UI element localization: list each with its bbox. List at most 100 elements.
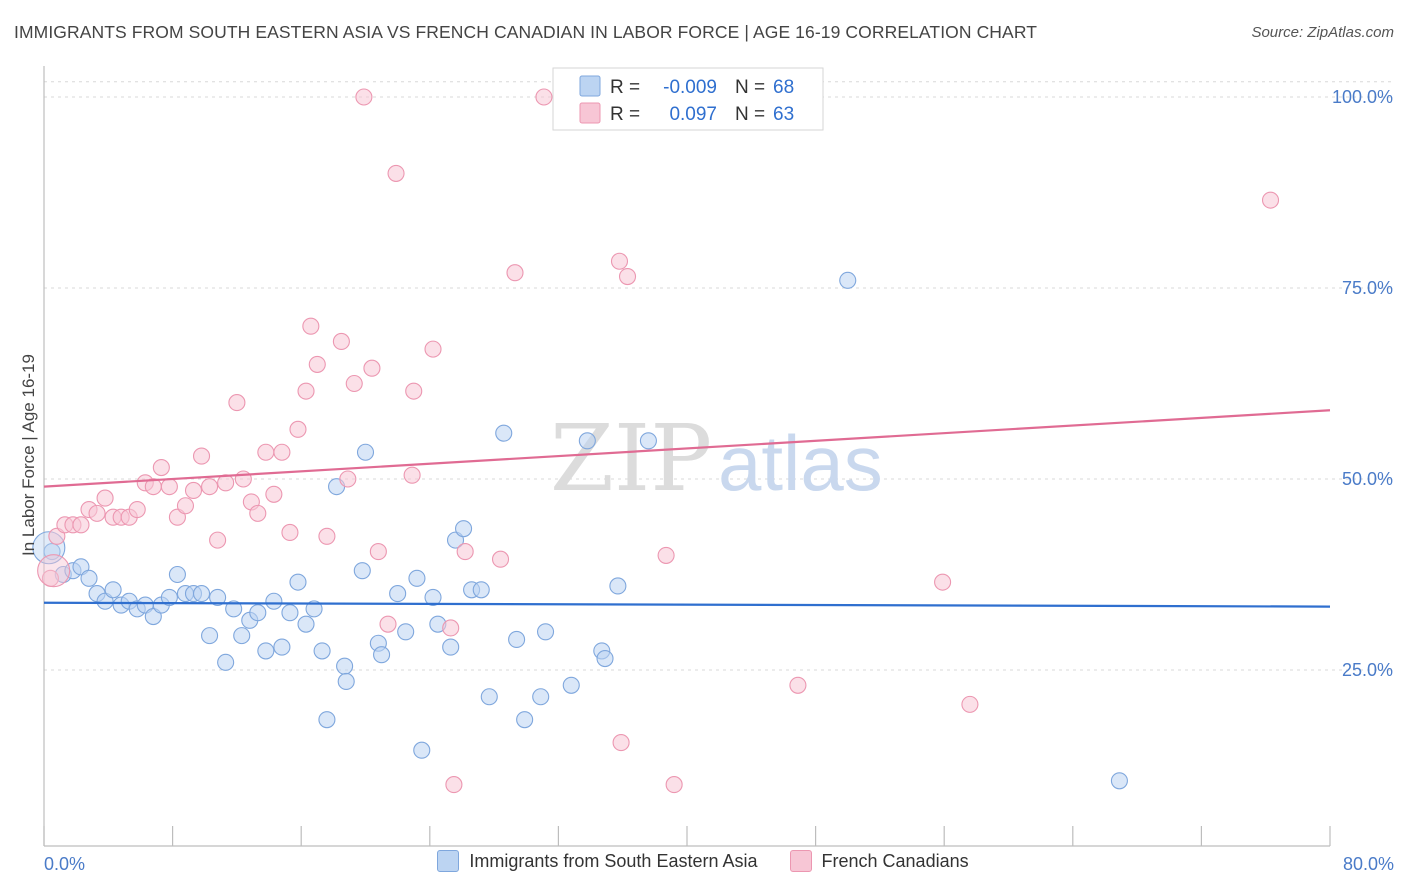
blue-point-30 [289, 573, 307, 591]
pink-point-11 [128, 501, 146, 519]
y-tick-label-25: 25.0% [1342, 660, 1393, 680]
blue-point-33 [313, 642, 331, 660]
stats-legend-pink-r-label: R = [610, 104, 640, 125]
legend-item-blue[interactable]: Immigrants from South Eastern Asia [437, 850, 758, 872]
x-tick-label-right: 80.0% [1343, 854, 1394, 874]
pink-point-50 [491, 550, 510, 568]
pink-point-6 [88, 504, 106, 522]
blue-point-44 [408, 569, 426, 587]
pink-point-38 [345, 374, 363, 393]
blue-point-50 [455, 520, 473, 538]
blue-point-37 [337, 672, 355, 691]
pink-point-18 [184, 481, 203, 500]
blue-point-53 [480, 688, 498, 706]
y-axis-title: In Labor Force | Age 16-19 [19, 354, 38, 556]
watermark-atlas: atlas [718, 419, 883, 507]
pink-point-4 [72, 516, 90, 534]
blue-point-20 [209, 588, 227, 606]
pink-point-7 [96, 489, 114, 507]
blue-point-58 [536, 623, 555, 641]
blue-point-34 [318, 711, 336, 729]
pink-point-56 [657, 546, 675, 564]
watermark-zip: ZIP [550, 405, 712, 512]
pink-point-42 [379, 615, 397, 633]
legend-swatch-pink [789, 850, 812, 872]
blue-point-62 [596, 649, 614, 668]
pink-point-40 [363, 359, 381, 377]
pink-point-49 [456, 543, 474, 561]
blue-point-29 [281, 604, 299, 622]
pink-point-58 [789, 676, 807, 694]
pink-point-26 [249, 504, 267, 522]
stats-legend-pink-n-value: 63 [773, 104, 794, 125]
pink-point-29 [273, 443, 291, 461]
pink-point-62 [37, 554, 71, 588]
pink-point-59 [934, 573, 952, 591]
blue-point-64 [639, 432, 657, 450]
x-tick-label-left: 0.0% [44, 854, 85, 874]
y-tick-label-75: 75.0% [1342, 278, 1393, 298]
blue-point-21 [217, 653, 235, 671]
pink-point-20 [201, 478, 219, 496]
pink-point-57 [665, 776, 683, 794]
blue-point-26 [257, 642, 275, 660]
pink-point-55 [612, 734, 630, 752]
trend-layer [43, 409, 1331, 608]
blue-point-63 [609, 577, 627, 595]
blue-point-14 [160, 588, 178, 606]
blue-point-60 [578, 432, 596, 450]
pink-point-48 [445, 776, 463, 794]
blue-point-27 [265, 592, 283, 610]
stats-legend-blue-swatch [579, 75, 601, 97]
pink-point-51 [506, 264, 524, 282]
pink-point-30 [281, 523, 299, 542]
blue-point-19 [201, 627, 219, 645]
pink-point-61 [1261, 191, 1280, 209]
pink-point-21 [209, 531, 227, 549]
blue-point-22 [225, 600, 243, 618]
pink-trend-line [43, 409, 1331, 488]
blue-point-31 [297, 615, 315, 633]
blue-point-41 [373, 646, 391, 664]
pink-point-31 [289, 420, 307, 438]
blue-point-38 [353, 562, 371, 580]
pink-point-15 [160, 478, 178, 496]
grid-layer: 25.0% 50.0% 75.0% 100.0% [44, 81, 1393, 680]
blue-point-15 [168, 565, 186, 584]
chart-title: IMMIGRANTS FROM SOUTH EASTERN ASIA VS FR… [14, 22, 1038, 42]
pink-point-32 [297, 382, 315, 400]
blue-point-57 [532, 688, 550, 706]
y-tick-label-100: 100.0% [1332, 87, 1393, 107]
stats-legend-blue-n-value: 68 [773, 77, 794, 98]
pink-point-23 [228, 394, 246, 412]
blue-point-4 [80, 569, 98, 587]
blue-trend-line [43, 601, 1331, 608]
blue-point-52 [472, 581, 490, 599]
blue-point-42 [389, 585, 407, 603]
legend-swatch-blue [437, 850, 460, 872]
blue-point-46 [424, 588, 442, 606]
stats-legend-blue-n-label: N = [735, 77, 765, 98]
stats-legend-pink-r-value: 0.097 [669, 104, 717, 125]
stats-legend-blue-r-value: -0.009 [663, 77, 717, 98]
pink-point-27 [257, 443, 275, 461]
stats-legend-blue-r-label: R = [610, 77, 640, 98]
legend-label-pink: French Canadians [821, 850, 969, 871]
blue-point-48 [442, 638, 460, 656]
legend-item-pink[interactable]: French Canadians [789, 850, 969, 872]
blue-point-56 [516, 711, 534, 729]
source-label: Source: ZipAtlas.com [1251, 24, 1394, 41]
stats-legend: R = -0.009 N = 68 R = 0.097 N = 63 [552, 67, 824, 131]
blue-point-36 [336, 657, 354, 675]
pink-point-17 [176, 497, 195, 515]
series-legend: Immigrants from South Eastern Asia Frenc… [0, 850, 1406, 872]
blue-point-25 [249, 604, 267, 622]
pink-point-44 [403, 466, 421, 484]
pink-point-33 [302, 317, 320, 335]
blue-point-59 [562, 676, 580, 694]
stats-legend-pink-n-label: N = [735, 104, 765, 125]
pink-point-46 [424, 340, 442, 358]
pink-point-39 [355, 88, 373, 106]
blue-point-32 [305, 600, 323, 618]
